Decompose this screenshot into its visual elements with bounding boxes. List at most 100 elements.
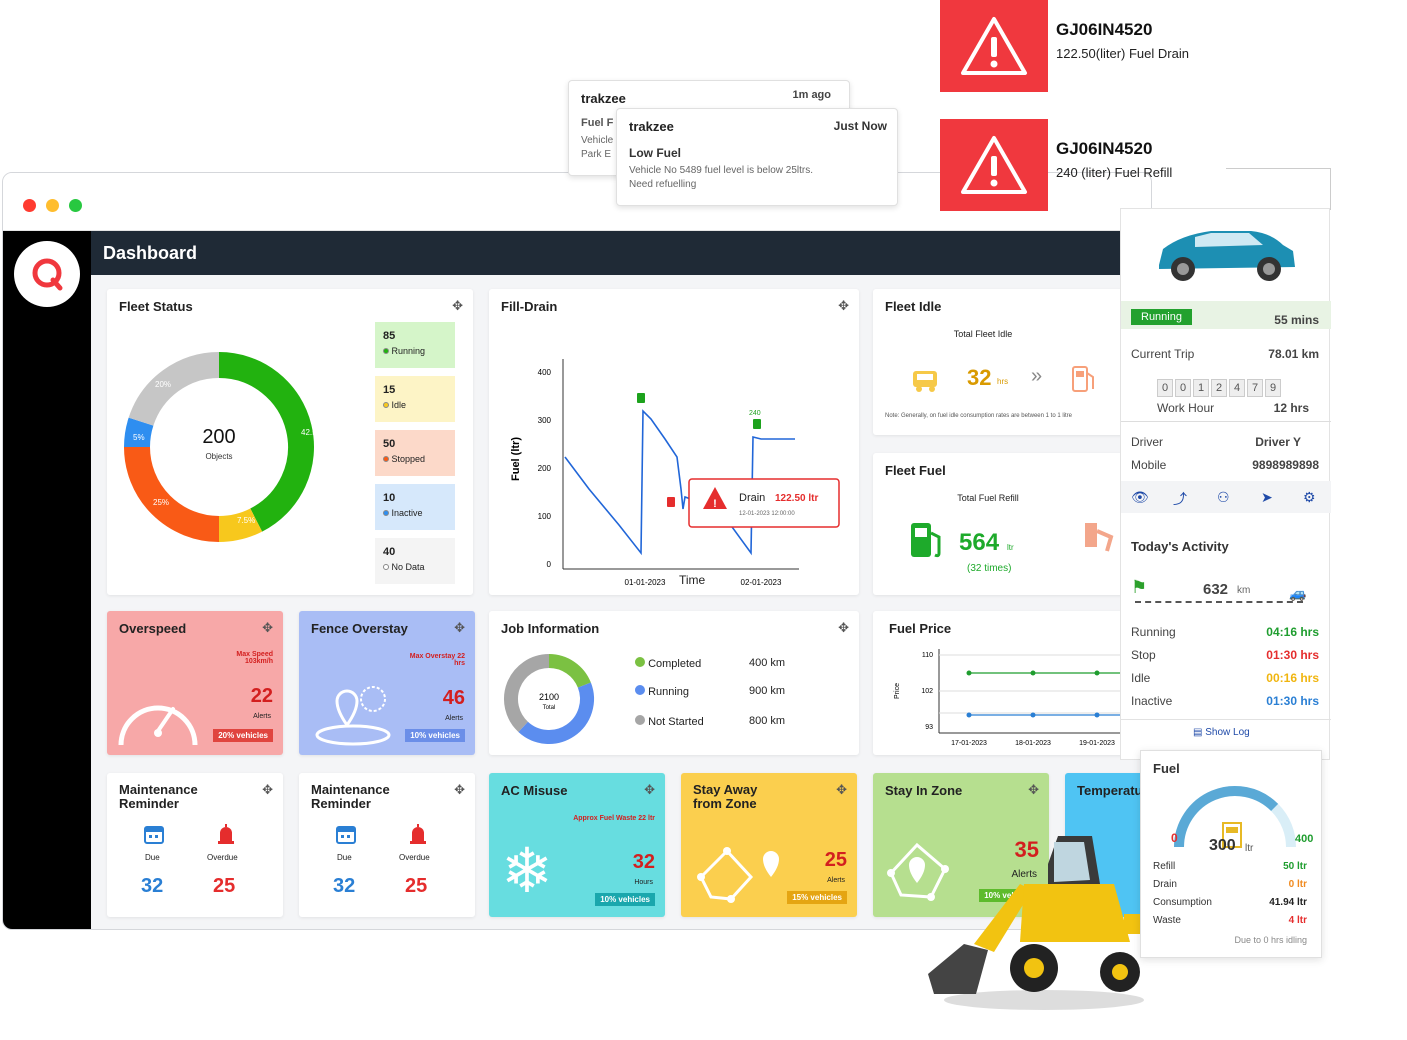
fuel-refill-row: Refill 50 ltr (1153, 861, 1307, 872)
move-icon[interactable]: ✥ (838, 620, 849, 635)
move-icon[interactable]: ✥ (644, 782, 655, 797)
y-axis-label: Fuel (ltr) (510, 437, 522, 481)
legend-idle[interactable]: 15 Idle (375, 376, 455, 422)
brand-logo-icon (32, 258, 63, 291)
y-tick: 400 (538, 368, 552, 377)
x-tick: 17-01-2023 (951, 740, 987, 747)
activity-idle: Idle 00:16 hrs (1131, 671, 1319, 685)
overdue-label: Overdue (399, 853, 430, 862)
donut-segment[interactable] (218, 352, 314, 532)
stay-in-value: 35 (1014, 837, 1039, 862)
donut-segment[interactable] (124, 446, 220, 542)
share-icon[interactable]: ⤴ (1173, 491, 1187, 507)
notification-line: Park E (581, 149, 612, 160)
card-title: Fuel Price (889, 621, 952, 636)
y-tick: 93 (925, 724, 933, 731)
move-icon[interactable]: ✥ (454, 782, 465, 797)
drain-marker-icon (667, 497, 675, 507)
ac-value: 32 (632, 851, 655, 873)
vehicles-badge: 10% vehicles (595, 893, 655, 906)
fence-sub: Alerts (445, 715, 463, 722)
stay-away-card[interactable]: Stay Away from Zone ✥ 25 Alerts 15% vehi… (681, 773, 857, 917)
settings-icon[interactable]: ⚙ (1303, 489, 1316, 505)
fill-drain-card: Fill-Drain ✥ Fuel (ltr) 400 300 200 100 … (489, 289, 859, 595)
stay-in-zone-card[interactable]: Stay In Zone ✥ 35 Alerts 10% vehicles (873, 773, 1049, 917)
donut-segment[interactable] (128, 352, 220, 427)
x-tick: 18-01-2023 (1015, 740, 1051, 747)
overspeed-label: Max Speed 103km/h (236, 651, 273, 665)
y-tick: 110 (922, 652, 933, 659)
driver-icon[interactable]: ⚇ (1217, 489, 1230, 505)
fuel-drain-row: Drain 0 ltr (1153, 879, 1307, 890)
maintenance-reminder-card[interactable]: Maintenance Reminder ✥ Due Overdue 32 25 (299, 773, 475, 917)
fence-location-icon (315, 686, 391, 746)
refill-value: 564 (959, 529, 1000, 556)
fence-value: 46 (442, 687, 465, 709)
driver-row: Driver Driver Y (1131, 435, 1301, 449)
snowflake-icon: ❄ (501, 837, 553, 906)
fuel-level-value: 300 (1209, 837, 1236, 854)
overspeed-sub: Alerts (253, 713, 271, 720)
zone-pin-icon (887, 842, 949, 901)
legend-stopped[interactable]: 50 Stopped (375, 430, 455, 476)
brand-logo[interactable] (14, 241, 80, 307)
total-label: Total Fleet Idle (953, 329, 1013, 339)
job-segment[interactable] (504, 654, 550, 732)
card-title: Fill-Drain (501, 299, 558, 314)
fleet-status-legend: 85 Running 15 Idle 50 Stopped 10 Inactiv… (375, 322, 457, 592)
ac-label: Approx Fuel Waste 22 ltr (573, 815, 655, 822)
fleet-status-card: Fleet Status ✥ 42.5% 7.5% 25% 5% 20% 200… (107, 289, 473, 595)
overspeed-card[interactable]: Overspeed ✥ Max Speed 103km/h 22 Alerts … (107, 611, 283, 755)
legend-nodata[interactable]: 40 No Data (375, 538, 455, 584)
fuel-level-unit: ltr (1245, 843, 1254, 854)
card-title: Stay In Zone (885, 783, 963, 798)
fence-label: Max Overstay 22 hrs (409, 653, 465, 667)
notification-card[interactable]: trakzee Just Now Low Fuel Vehicle No 548… (616, 108, 898, 206)
drain-date: 12-01-2023 12:00:00 (739, 511, 795, 517)
x-tick: 01-01-2023 (625, 578, 666, 587)
show-log-link[interactable]: ▤ Show Log (1193, 727, 1250, 738)
fence-overstay-card[interactable]: Fence Overstay ✥ Max Overstay 22 hrs 46 … (299, 611, 475, 755)
minimize-window-button[interactable] (46, 199, 59, 212)
move-icon[interactable]: ✥ (454, 620, 465, 635)
activity-title: Today's Activity (1131, 539, 1229, 554)
fuel-station-icon (1072, 366, 1094, 392)
move-icon[interactable]: ✥ (836, 782, 847, 797)
maximize-window-button[interactable] (69, 199, 82, 212)
alert-message: 240 (liter) Fuel Refill (1056, 165, 1173, 180)
card-title: Job Information (501, 621, 600, 636)
view-icon[interactable]: 👁 (1131, 489, 1149, 505)
svg-text:!: ! (713, 498, 717, 510)
overdue-value: 25 (405, 875, 428, 897)
move-icon[interactable]: ✥ (452, 298, 463, 313)
idle-footnote: Note: Generally, on fuel idle consumptio… (885, 413, 1072, 419)
speedometer-icon (118, 705, 198, 746)
fleet-status-donut: 42.5% 7.5% 25% 5% 20% 200 Objects (124, 352, 319, 542)
move-icon[interactable]: ✥ (262, 782, 273, 797)
sidebar (3, 231, 91, 929)
stay-away-sub: Alerts (827, 877, 845, 884)
y-tick: 0 (547, 560, 552, 569)
maintenance-reminder-card[interactable]: Maintenance Reminder ✥ Due Overdue 32 25 (107, 773, 283, 917)
segment-label: 42.5% (301, 428, 319, 437)
job-segment[interactable] (548, 654, 591, 689)
job-segment[interactable] (518, 682, 594, 744)
navigate-icon[interactable]: ➤ (1261, 489, 1273, 505)
peak-label: 240 (749, 410, 761, 417)
segment-label: 5% (133, 433, 145, 442)
mobile-row: Mobile 9898989898 (1131, 458, 1319, 472)
legend-running[interactable]: 85 Running (375, 322, 455, 368)
legend-inactive[interactable]: 10 Inactive (375, 484, 455, 530)
move-icon[interactable]: ✥ (262, 620, 273, 635)
donut-segment[interactable] (218, 508, 263, 542)
brand-name: trakzee (629, 119, 674, 134)
move-icon[interactable]: ✥ (1028, 782, 1039, 797)
stay-in-sub: Alerts (1011, 869, 1037, 880)
gauge-max: 400 (1295, 833, 1314, 845)
drain-label: Drain (739, 492, 765, 504)
card-title: Stay Away from Zone (693, 782, 758, 811)
donut-segment[interactable] (124, 417, 154, 448)
move-icon[interactable]: ✥ (838, 298, 849, 313)
ac-misuse-card[interactable]: AC Misuse ✥ Approx Fuel Waste 22 ltr ❄ 3… (489, 773, 665, 917)
close-window-button[interactable] (23, 199, 36, 212)
